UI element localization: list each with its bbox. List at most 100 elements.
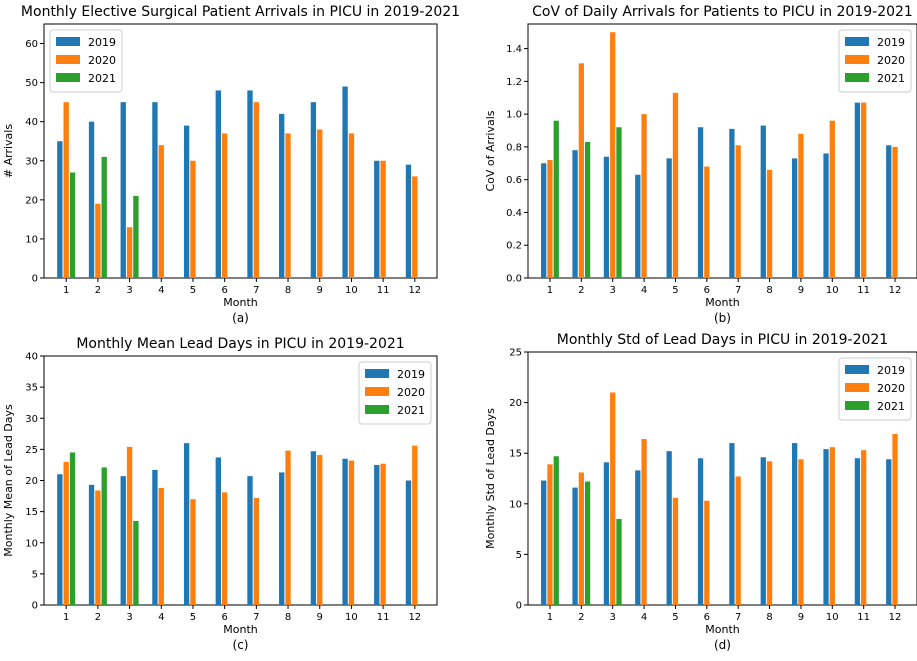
legend-swatch-2021: [56, 73, 80, 82]
x-tick-label: 9: [798, 612, 804, 623]
bar-2020-month-9: [798, 459, 804, 605]
x-tick-label: 7: [735, 612, 741, 623]
bar-2020-month-3: [126, 227, 133, 278]
legend-label-2021: 2021: [397, 404, 425, 417]
bar-2021-month-2: [584, 141, 591, 278]
bar-2021-month-3: [133, 195, 139, 278]
legend-label-2021: 2021: [88, 72, 116, 85]
bar-2020-month-12: [412, 176, 418, 278]
bar-2021-month-1: [553, 456, 559, 605]
y-tick-label: 50: [25, 78, 38, 89]
plot-frame: [527, 23, 917, 279]
bar-2020-month-9: [798, 133, 804, 278]
bar-2019-month-7: [247, 476, 253, 605]
bar-2019-month-4: [152, 469, 158, 605]
bar-2020-month-11: [861, 450, 867, 605]
bar-2019-month-2: [572, 487, 578, 605]
x-tick-label: 7: [253, 285, 259, 296]
x-tick-label: 2: [578, 285, 584, 296]
bar-2020-month-1: [547, 160, 553, 278]
y-axis-label: # Arrivals: [2, 124, 15, 178]
y-tick-label: 40: [25, 352, 38, 363]
legend-swatch-2020: [845, 55, 869, 64]
legend: 2019 2020 2021: [838, 29, 912, 93]
y-tick-label: 30: [25, 156, 38, 167]
bar-2019-month-4: [635, 174, 641, 278]
x-tick-label: 5: [190, 285, 196, 296]
bar-2020-month-4: [641, 114, 647, 279]
bar-2020-month-1: [63, 461, 69, 605]
panel-caption: (d): [714, 638, 731, 652]
y-tick-label: 15: [509, 449, 522, 460]
y-tick-label: 1.4: [506, 44, 522, 55]
bar-2020-month-8: [285, 133, 291, 278]
bar-2019-month-10: [823, 449, 829, 605]
panel-caption: (a): [232, 311, 249, 325]
bar-2020-month-10: [829, 120, 835, 278]
bar-2019-month-10: [823, 153, 829, 278]
bar-2020-month-4: [158, 487, 164, 605]
y-tick-label: 15: [25, 507, 38, 518]
bar-2019-month-11: [854, 458, 861, 605]
y-tick-label: 0: [516, 601, 522, 612]
y-tick-label: 35: [25, 383, 38, 394]
x-tick-label: 12: [889, 285, 902, 296]
x-tick-label: 5: [672, 285, 678, 296]
y-axis-label: Monthly Mean of Lead Days: [2, 404, 15, 557]
bar-2019-month-2: [572, 150, 578, 278]
bar-2020-month-10: [348, 460, 355, 605]
x-tick-label: 8: [766, 612, 772, 623]
x-tick-label: 3: [610, 285, 616, 296]
bar-2020-month-11: [861, 102, 867, 278]
bar-2019-month-6: [697, 458, 704, 605]
bar-2020-month-2: [95, 490, 101, 605]
bar-2019-month-9: [310, 102, 317, 279]
x-tick-label: 7: [735, 285, 741, 296]
y-tick-label: 20: [509, 398, 522, 409]
bar-2020-month-6: [704, 500, 710, 605]
x-tick-label: 1: [63, 285, 69, 296]
bar-2020-month-1: [547, 464, 553, 605]
bar-2019-month-12: [886, 145, 892, 278]
x-tick-label: 3: [610, 612, 616, 623]
x-axis-label: Month: [223, 296, 258, 309]
bar-2021-month-2: [101, 467, 107, 605]
bar-2020-month-5: [672, 92, 679, 278]
bar-2019-month-12: [405, 164, 412, 278]
bar-2019-month-6: [215, 90, 221, 278]
legend-label-2021: 2021: [877, 400, 905, 413]
chart-title: Monthly Elective Surgical Patient Arriva…: [21, 4, 460, 20]
bar-2019-month-12: [886, 459, 892, 605]
bar-2019-month-8: [279, 472, 285, 605]
y-tick-label: 20: [25, 195, 38, 206]
x-tick-label: 9: [317, 612, 323, 623]
x-tick-label: 2: [578, 612, 584, 623]
bar-2021-month-1: [69, 172, 76, 278]
legend-label-2020: 2020: [877, 54, 905, 67]
x-tick-label: 5: [190, 612, 196, 623]
x-tick-label: 10: [826, 285, 839, 296]
x-tick-label: 12: [408, 612, 421, 623]
bar-2019-month-12: [405, 480, 412, 605]
y-axis-label: CoV of Arrivals: [484, 110, 497, 191]
x-tick-label: 11: [377, 285, 390, 296]
bar-2019-month-5: [666, 451, 672, 605]
bar-2019-month-11: [374, 160, 380, 278]
y-tick-label: 60: [25, 39, 38, 50]
x-tick-label: 3: [126, 285, 132, 296]
bar-2019-month-7: [729, 443, 735, 605]
panel-caption: (b): [714, 311, 731, 325]
bar-2021-month-1: [553, 120, 559, 278]
bar-2020-month-5: [672, 497, 679, 605]
legend-label-2019: 2019: [877, 364, 905, 377]
y-tick-label: 30: [25, 414, 38, 425]
x-tick-label: 8: [766, 285, 772, 296]
bar-2019-month-9: [792, 443, 798, 605]
bar-2020-month-4: [641, 439, 647, 605]
bar-2020-month-3: [610, 392, 616, 605]
x-axis-label: Month: [223, 623, 258, 636]
bar-2021-month-2: [101, 156, 107, 278]
y-tick-label: 0: [32, 601, 38, 612]
